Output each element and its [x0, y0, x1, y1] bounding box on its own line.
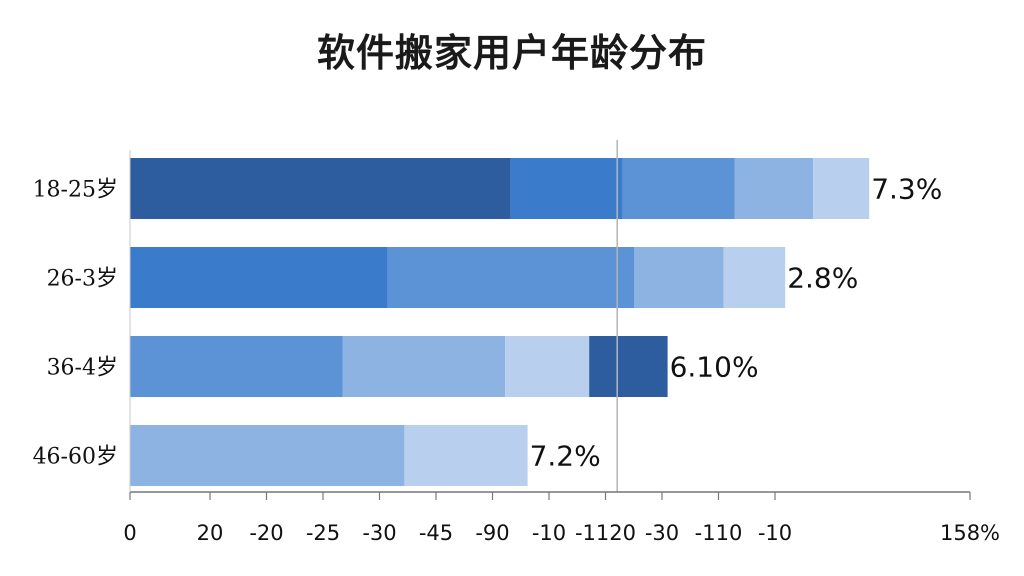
value-labels: 7.3% 2.8% 6.10% 7.2% — [530, 173, 943, 473]
value-label: 2.8% — [787, 262, 858, 295]
category-label: 18-25岁 — [33, 178, 118, 203]
bar-segment — [130, 425, 405, 486]
x-tick-label: -45 — [419, 521, 453, 545]
bar-segment — [130, 247, 388, 308]
bar-segment — [813, 158, 870, 219]
bar-segment — [130, 336, 343, 397]
category-labels: 18-25岁 26-3岁 36-4岁 46-60岁 — [33, 178, 118, 470]
bar-segment — [387, 247, 634, 308]
bar-segment — [404, 425, 528, 486]
x-tick-label: 158% — [940, 521, 1000, 545]
x-tick-label: -10 — [758, 521, 792, 545]
x-tick-label: -1120 — [575, 521, 636, 545]
category-label: 46-60岁 — [33, 445, 118, 470]
category-label: 26-3岁 — [47, 267, 118, 292]
bars-group — [130, 158, 870, 486]
x-tick-label: -30 — [362, 521, 396, 545]
value-label: 7.2% — [530, 440, 601, 473]
value-label: 7.3% — [871, 173, 942, 206]
bar-segment — [634, 247, 724, 308]
x-tick-label: -110 — [695, 521, 743, 545]
x-tick-label: -30 — [645, 521, 679, 545]
x-axis: 0 20 -20 -25 -30 -45 -90 -10 -1120 -30 -110 -10 158% — [123, 140, 1000, 545]
bar-segment — [505, 336, 590, 397]
x-tick-label: -20 — [249, 521, 283, 545]
bar-segment — [130, 158, 511, 219]
x-tick-label: 20 — [197, 521, 224, 545]
x-tick-label: -90 — [475, 521, 509, 545]
bar-segment — [622, 158, 735, 219]
x-tick-label: -10 — [532, 521, 566, 545]
bar-segment — [734, 158, 814, 219]
bar-segment — [510, 158, 623, 219]
category-label: 36-4岁 — [47, 356, 118, 381]
bar-segment — [723, 247, 786, 308]
chart-title: 软件搬家用户年龄分布 — [316, 31, 707, 75]
value-label: 6.10% — [670, 351, 759, 384]
bar-segment — [342, 336, 506, 397]
x-tick-label: -25 — [306, 521, 340, 545]
bar-segment — [589, 336, 668, 397]
x-tick-label: 0 — [123, 521, 136, 545]
